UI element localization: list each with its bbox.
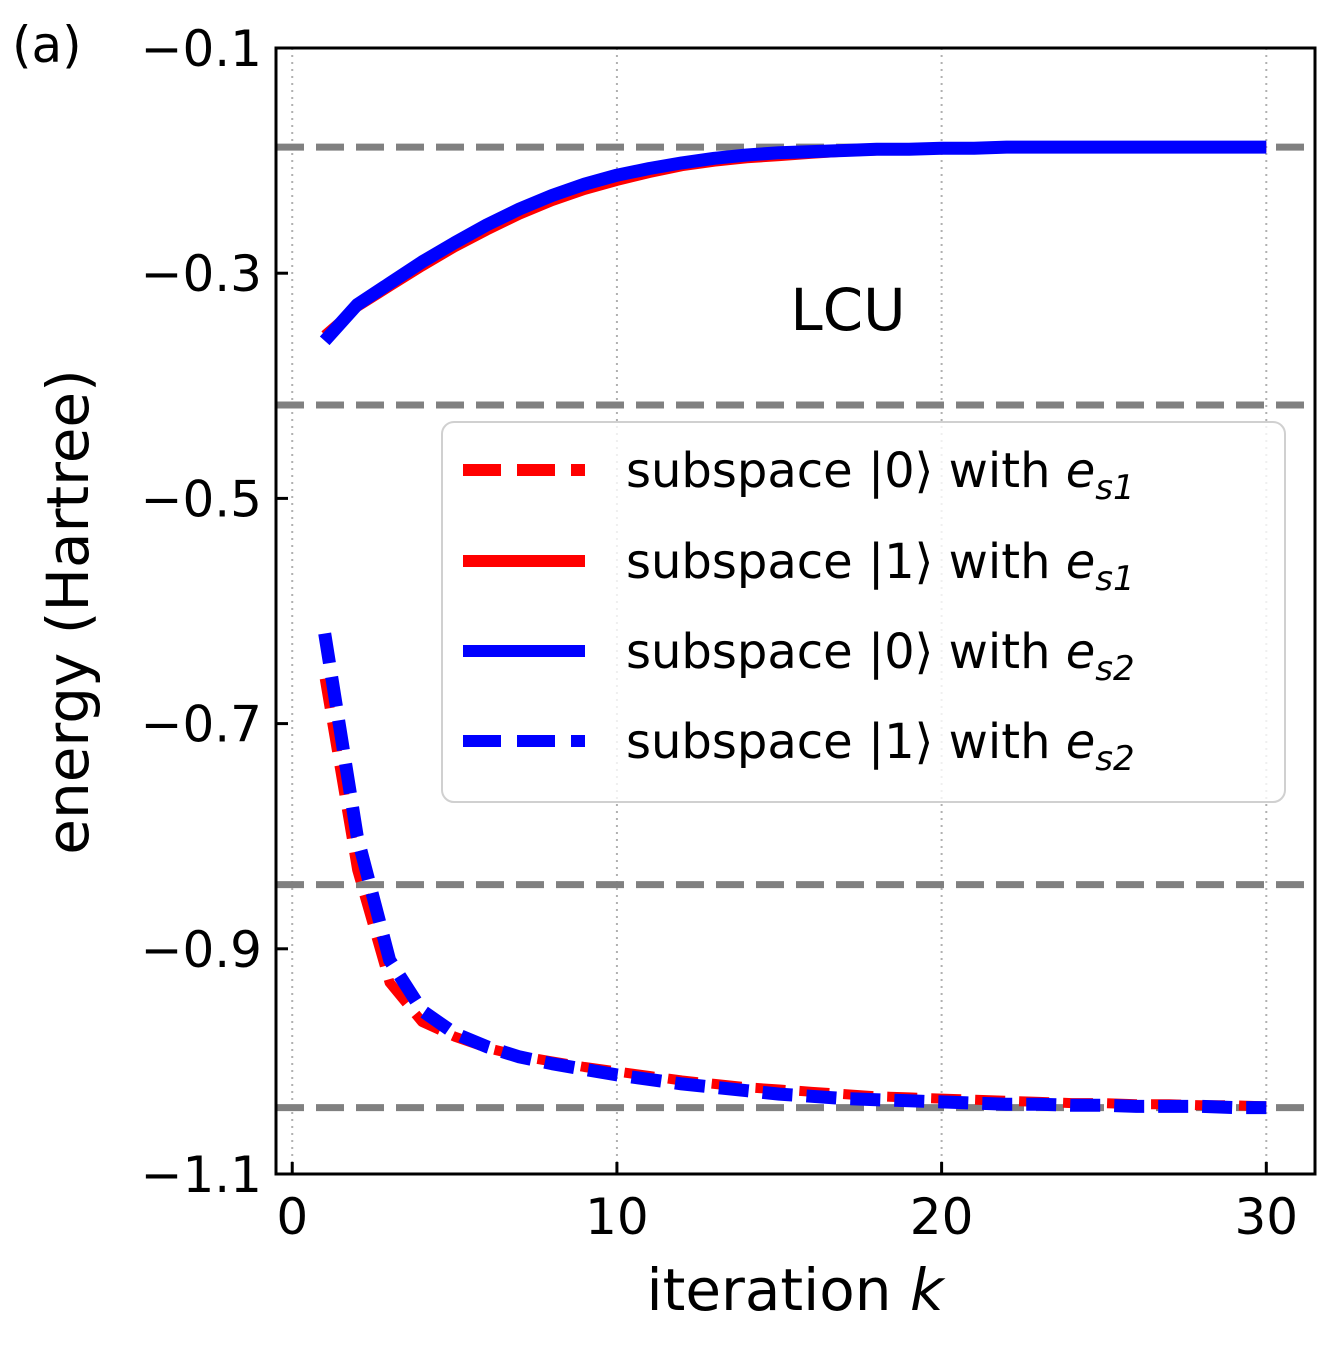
series-lines xyxy=(318,140,1267,1115)
series-line-3 xyxy=(318,632,1267,1115)
legend-label-var-0: e xyxy=(1066,443,1096,499)
legend-label-sub-1: s1 xyxy=(1095,559,1134,599)
x-tick-label-1: 10 xyxy=(585,1188,649,1246)
legend-label-var-1: e xyxy=(1066,534,1096,590)
x-tick-label-3: 30 xyxy=(1234,1188,1298,1246)
series-line-0 xyxy=(319,677,1267,1112)
series-line-2 xyxy=(319,140,1267,346)
legend-label-sub-0: s1 xyxy=(1095,468,1134,508)
legend-label-main-2: subspace |0⟩ with xyxy=(626,624,1066,680)
y-tick-label-5: −1.1 xyxy=(141,1146,262,1204)
axis-ticks: 0 10 20 30 −0.1 −0.3 −0.5 −0.7 −0.9 −1.1 xyxy=(141,20,1299,1246)
legend-label-1: subspace |1⟩ with es1 xyxy=(626,534,1135,599)
legend-label-var-3: e xyxy=(1066,714,1096,770)
legend-label-var-2: e xyxy=(1066,624,1096,680)
legend-label-3: subspace |1⟩ with es2 xyxy=(626,714,1135,779)
x-axis-label-main: iteration xyxy=(646,1256,909,1324)
x-axis-label-variable: k xyxy=(910,1256,946,1324)
y-axis-label: energy (Hartree) xyxy=(34,369,102,854)
y-tick-label-4: −0.9 xyxy=(141,921,262,979)
grid-lines xyxy=(291,48,1268,1174)
y-tick-label-0: −0.1 xyxy=(141,20,262,78)
legend-box xyxy=(441,421,1286,803)
y-tick-label-3: −0.7 xyxy=(141,696,262,754)
legend-label-2: subspace |0⟩ with es2 xyxy=(626,624,1135,689)
y-tick-label-2: −0.5 xyxy=(141,470,262,528)
legend-label-main-3: subspace |1⟩ with xyxy=(626,714,1066,770)
legend-label-sub-2: s2 xyxy=(1095,649,1134,689)
legend-label-0: subspace |0⟩ with es1 xyxy=(626,443,1135,508)
plot-frame xyxy=(274,46,1317,1176)
panel-label: (a) xyxy=(12,16,82,74)
y-tick-label-1: −0.3 xyxy=(141,245,262,303)
x-axis-label: iteration k xyxy=(646,1256,945,1324)
x-tick-label-0: 0 xyxy=(276,1188,308,1246)
legend-label-sub-3: s2 xyxy=(1095,739,1134,779)
lcu-annotation: LCU xyxy=(790,276,905,344)
x-tick-label-2: 20 xyxy=(910,1188,974,1246)
legend-label-main-1: subspace |1⟩ with xyxy=(626,534,1066,590)
legend-label-main-0: subspace |0⟩ with xyxy=(626,443,1066,499)
